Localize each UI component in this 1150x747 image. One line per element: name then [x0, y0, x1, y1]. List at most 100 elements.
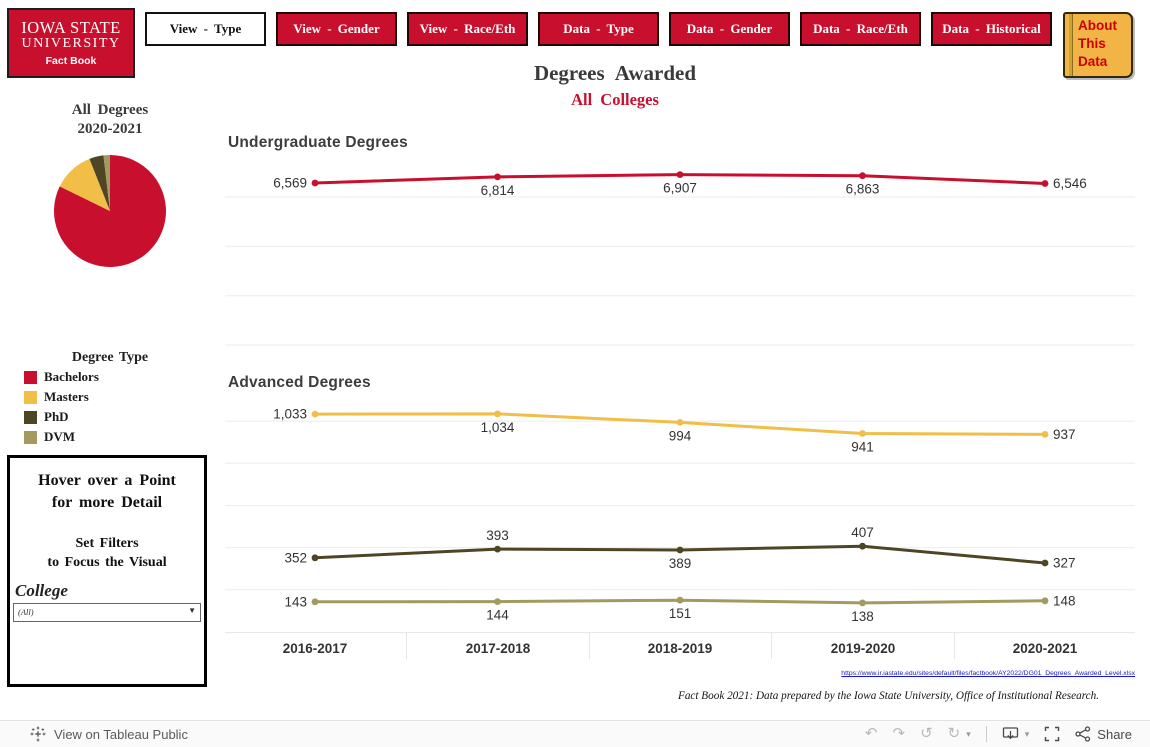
pie-slice-bachelors[interactable] [53, 155, 166, 267]
legend-label: Masters [44, 389, 89, 404]
set-filters-line2: to Focus the Visual [47, 555, 167, 570]
data-point-bachelors[interactable] [311, 179, 319, 187]
dropdown-selected-value: (All) [18, 607, 34, 617]
bachelors-swatch-icon [24, 370, 37, 384]
tableau-toolbar: View on Tableau Public ↶ ↷ ↺ ↻ ▾ ▾ [0, 720, 1150, 747]
data-point-bachelors[interactable] [1041, 180, 1049, 187]
view-on-tableau-public[interactable]: View on Tableau Public [30, 726, 188, 742]
x-axis-label: 2016-2017 [282, 641, 348, 656]
logo-line3: Fact Book [45, 55, 97, 67]
nav-button-data-type[interactable]: Data - Type [538, 12, 659, 46]
hover-hint-line2: for more Detail [51, 494, 163, 511]
data-label: 389 [669, 556, 692, 571]
dashboard-subtitle: All Colleges [571, 90, 659, 109]
share-button[interactable]: Share [1075, 726, 1132, 742]
nav-button-data-race[interactable]: Data - Race/Eth [800, 12, 921, 46]
axis-separator [954, 633, 955, 659]
legend-item-bachelors[interactable]: Bachelors [24, 368, 99, 386]
degree-type-pie-chart [53, 155, 166, 267]
x-axis: 2016-2017 2017-2018 2018-2019 2019-2020 … [225, 632, 1135, 663]
axis-separator [406, 633, 407, 659]
data-point-dvm[interactable] [311, 598, 319, 606]
data-point-masters[interactable] [311, 410, 319, 418]
data-label: 1,034 [481, 420, 515, 435]
advanced-line-chart: 1,033 1,034 994 941 937 352 393 389 407 327 143 144… [225, 407, 1135, 624]
nav-button-data-historical[interactable]: Data - Historical [931, 12, 1052, 46]
college-filter-label: College [15, 581, 68, 600]
undo-icon[interactable]: ↶ [864, 725, 878, 742]
data-point-phd[interactable] [1041, 559, 1049, 567]
college-filter-dropdown[interactable]: (All) ▼ [13, 603, 201, 622]
data-label: 1,033 [273, 407, 307, 422]
data-label: 941 [851, 440, 874, 455]
pie-slice-dvm[interactable] [103, 155, 110, 211]
data-label: 327 [1053, 556, 1076, 571]
fullscreen-icon[interactable] [1044, 726, 1060, 742]
about-this-data-button[interactable]: About This Data [1063, 12, 1133, 78]
data-label: 151 [669, 606, 692, 621]
legend-label: PhD [44, 409, 69, 424]
data-point-bachelors[interactable] [859, 172, 866, 180]
data-point-masters[interactable] [1041, 431, 1049, 438]
data-label: 138 [851, 609, 874, 624]
undergrad-chart-title: Undergraduate Degrees [228, 134, 408, 151]
data-label: 6,546 [1053, 176, 1087, 191]
data-point-masters[interactable] [494, 410, 501, 418]
about-line3: Data [1078, 54, 1108, 69]
data-point-dvm[interactable] [676, 596, 684, 604]
data-point-phd[interactable] [676, 546, 684, 554]
nav-button-view-type[interactable]: View - Type [145, 12, 266, 46]
data-point-bachelors[interactable] [494, 173, 501, 181]
data-point-bachelors[interactable] [676, 171, 684, 178]
pie-slice-phd[interactable] [89, 155, 110, 211]
undergrad-line-chart: 6,569 6,814 6,907 6,863 6,546 [225, 171, 1135, 346]
data-label: 937 [1053, 427, 1076, 442]
nav-button-data-gender[interactable]: Data - Gender [669, 12, 790, 46]
x-axis-label: 2019-2020 [830, 641, 896, 656]
download-caret-icon[interactable]: ▾ [1024, 728, 1030, 739]
download-icon[interactable] [1002, 726, 1019, 742]
data-point-phd[interactable] [494, 545, 501, 553]
data-label: 144 [486, 608, 509, 623]
phd-swatch-icon [24, 410, 37, 424]
legend-item-phd[interactable]: PhD [24, 408, 69, 426]
dvm-swatch-icon [24, 430, 37, 444]
legend-label: Bachelors [44, 369, 99, 384]
data-point-dvm[interactable] [859, 599, 866, 607]
refresh-caret-icon[interactable]: ▾ [966, 728, 971, 739]
masters-swatch-icon [24, 390, 37, 404]
axis-separator [589, 633, 590, 659]
source-data-link[interactable]: https://www.ir.iastate.edu/sites/default… [841, 670, 1135, 677]
x-axis-label: 2017-2018 [465, 641, 531, 656]
data-point-dvm[interactable] [1041, 597, 1049, 605]
x-axis-label: 2018-2019 [647, 641, 713, 656]
nav-button-view-gender[interactable]: View - Gender [276, 12, 397, 46]
view-on-tableau-label: View on Tableau Public [54, 726, 188, 742]
data-point-phd[interactable] [859, 542, 866, 550]
set-filters-line1: Set Filters [75, 536, 139, 551]
logo-line2: University [21, 36, 121, 51]
data-label: 6,814 [481, 183, 515, 198]
isu-factbook-logo[interactable]: Iowa State University Fact Book [7, 8, 135, 78]
data-point-dvm[interactable] [494, 598, 501, 605]
redo-icon[interactable]: ↷ [892, 725, 906, 742]
book-spine-icon [1069, 14, 1073, 76]
toolbar-divider [985, 726, 987, 742]
data-label: 143 [284, 594, 307, 609]
refresh-icon[interactable]: ↻ [947, 725, 961, 742]
dashboard-title: Degrees Awarded [533, 61, 697, 85]
nav-button-view-race[interactable]: View - Race/Eth [407, 12, 528, 46]
legend-item-dvm[interactable]: DVM [24, 428, 75, 446]
dropdown-caret-icon[interactable]: ▼ [188, 606, 196, 615]
legend-item-masters[interactable]: Masters [24, 388, 89, 406]
axis-separator [771, 633, 772, 659]
nav-button-row: View - Type View - Gender View - Race/Et… [145, 12, 1052, 46]
data-label: 994 [669, 428, 692, 443]
data-point-masters[interactable] [676, 419, 684, 426]
logo-line1: Iowa State [21, 18, 121, 37]
data-point-masters[interactable] [859, 430, 866, 437]
data-point-phd[interactable] [311, 554, 319, 562]
data-label: 393 [486, 528, 509, 543]
revert-icon[interactable]: ↺ [920, 725, 933, 742]
pie-slice-masters[interactable] [59, 158, 110, 211]
